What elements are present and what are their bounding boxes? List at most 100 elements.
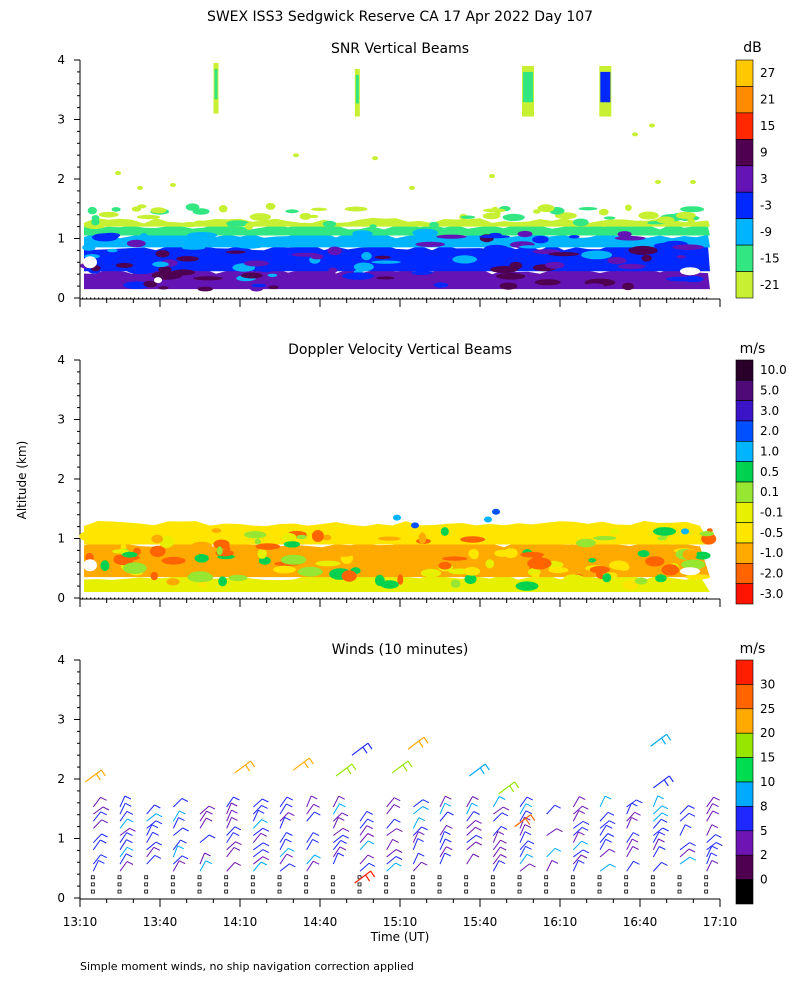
surface-dot	[90, 297, 92, 299]
velocity-updraft	[484, 516, 492, 523]
snr-texture	[622, 282, 634, 291]
doppler-panel: 0 1 2 3 4 10.0 5.0 3.0 2.0 1.0 0.5 0.1 -0.1 -0.5 -1.0 -…	[57, 341, 787, 607]
velocity-texture	[218, 576, 228, 587]
wind-barb	[359, 811, 368, 822]
surface-dot	[346, 297, 348, 299]
wind-barb-flag	[181, 855, 189, 860]
snr-texture	[82, 244, 96, 251]
wind-barb	[572, 831, 579, 843]
wind-barb-flag	[525, 845, 532, 850]
surface-dot	[470, 597, 472, 599]
snr-layer	[84, 217, 710, 227]
surface-dot	[306, 297, 308, 299]
snr-texture	[496, 252, 514, 260]
wind-barb-flag	[578, 859, 585, 864]
velocity-texture	[548, 567, 569, 574]
wind-barb	[92, 811, 102, 822]
surface-dot	[294, 597, 296, 599]
surface-dot	[466, 597, 468, 599]
surface-dot	[662, 597, 664, 599]
winds-colorbar-swatch	[735, 659, 754, 685]
wind-barb-flag	[607, 811, 615, 816]
wind-calm-marker	[170, 889, 175, 894]
wind-barb-flag	[261, 804, 268, 809]
surface-dot	[134, 297, 136, 299]
wind-calm-marker	[197, 889, 202, 894]
surface-dot	[314, 297, 316, 299]
velocity-texture	[213, 539, 230, 550]
wind-barb-flag	[260, 832, 268, 837]
surface-dot	[362, 297, 364, 299]
wind-calm-marker	[410, 882, 415, 887]
wind-barb-flag	[498, 860, 506, 865]
wind-calm-marker	[490, 882, 495, 887]
surface-dot	[666, 597, 668, 599]
surface-dot	[94, 297, 96, 299]
surface-dot	[422, 297, 424, 299]
surface-dot	[214, 597, 216, 599]
wind-barb	[652, 775, 670, 789]
surface-dot	[418, 597, 420, 599]
wind-calm-marker	[704, 875, 709, 880]
wind-calm-marker	[570, 882, 575, 887]
wind-barb	[333, 834, 344, 844]
wind-barb	[226, 847, 235, 858]
snr-echo	[603, 216, 616, 220]
wind-barb	[351, 742, 369, 756]
velocity-texture	[282, 533, 297, 542]
wind-barb	[335, 763, 353, 777]
surface-dot	[614, 297, 616, 299]
velocity-texture	[494, 549, 511, 557]
surface-dot	[110, 297, 112, 299]
velocity-texture	[166, 578, 180, 586]
wind-barb	[279, 832, 287, 843]
wind-barb	[359, 833, 369, 843]
wind-barb-flag	[631, 802, 638, 807]
surface-dot	[414, 597, 416, 599]
surface-dot	[234, 597, 236, 599]
wind-barb-flag	[502, 806, 510, 811]
wind-calm-marker	[677, 875, 682, 880]
surface-dot	[346, 597, 348, 599]
wind-barb	[332, 817, 339, 829]
wind-barb-flag	[530, 814, 536, 821]
surface-dot	[258, 597, 260, 599]
surface-dot	[634, 597, 636, 599]
wind-barb	[226, 809, 232, 822]
y-tick-label: 2	[57, 772, 65, 786]
surface-dot	[226, 597, 228, 599]
snr-texture	[268, 285, 279, 290]
surface-dot	[426, 597, 428, 599]
surface-dot	[126, 297, 128, 299]
winds-colorbar-unit: m/s	[740, 641, 766, 657]
wind-barb	[679, 824, 686, 836]
wind-barb	[359, 840, 369, 851]
velocity-colorbar-swatch	[735, 583, 754, 605]
wind-barb	[306, 860, 314, 872]
winds-colorbar-label: 15	[760, 751, 775, 765]
wind-barb	[514, 814, 532, 828]
wind-barb-flag	[206, 810, 213, 815]
wind-barb-flag	[366, 810, 374, 815]
wind-calm-marker	[197, 882, 202, 887]
wind-barb	[439, 811, 448, 822]
surface-dot	[262, 297, 264, 299]
velocity-texture	[653, 527, 676, 536]
surface-dot	[666, 297, 668, 299]
wind-barb	[492, 831, 499, 843]
wind-barb-flag	[473, 811, 480, 815]
wind-barb-flag	[711, 824, 719, 829]
wind-barb	[93, 806, 104, 815]
surface-dot	[522, 297, 524, 299]
surface-dot	[338, 297, 340, 299]
surface-dot	[86, 297, 88, 299]
wind-barb-flag	[446, 846, 453, 851]
wind-barb	[119, 853, 127, 865]
surface-dot	[302, 297, 304, 299]
wind-barb	[234, 760, 252, 774]
snr-texture	[243, 260, 269, 267]
winds-colorbar-swatch	[735, 806, 754, 832]
surface-dot	[550, 597, 552, 599]
wind-barb-flag	[101, 833, 108, 838]
surface-dot	[410, 597, 412, 599]
